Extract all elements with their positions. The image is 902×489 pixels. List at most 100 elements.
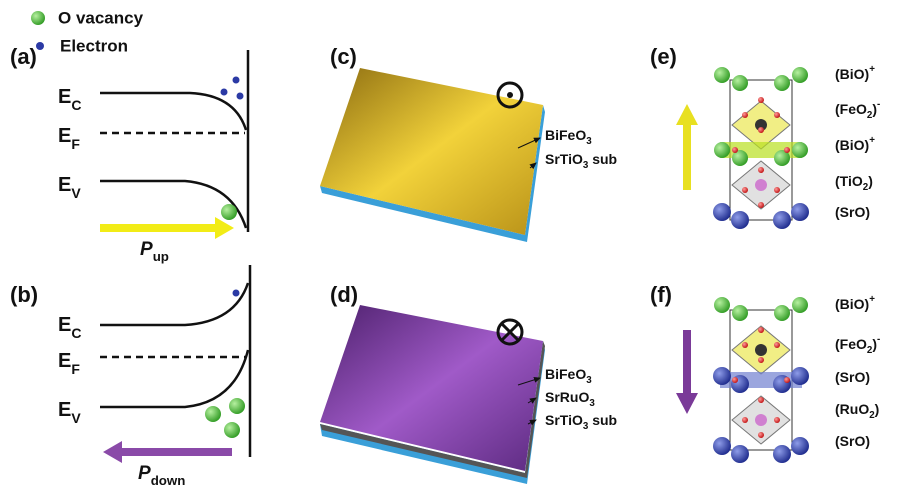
atom [713, 437, 731, 455]
panel-tag: (d) [330, 282, 358, 307]
label-part: E [58, 174, 71, 196]
layer-label: (SrO) [835, 369, 870, 385]
atom [755, 344, 767, 356]
atom [774, 342, 780, 348]
atom [758, 97, 764, 103]
label-part: E [58, 399, 71, 421]
atom [774, 187, 780, 193]
label-part: down [151, 473, 186, 488]
atom [774, 75, 790, 91]
atom [792, 142, 808, 158]
label-part: + [869, 135, 875, 146]
label-part: F [71, 136, 80, 152]
label-part: + [869, 294, 875, 305]
atom [758, 167, 764, 173]
label-part: C [71, 325, 81, 341]
energy-level-label: EC [58, 314, 81, 340]
energy-level-label: EV [58, 399, 81, 425]
label-part: + [869, 64, 875, 75]
energy-level-label: EV [58, 174, 81, 200]
vacancy [224, 422, 240, 438]
label-part: up [153, 249, 169, 264]
polarization-arrow [676, 330, 698, 414]
label-part: E [58, 86, 71, 108]
label-part: E [58, 350, 71, 372]
polarization-arrow [100, 217, 234, 239]
label-part: - [877, 334, 880, 345]
label-part: SrTiO [545, 412, 583, 428]
electron [221, 89, 228, 96]
atom [731, 445, 749, 463]
vacancy [205, 406, 221, 422]
label-part: ) [868, 173, 873, 189]
atom [758, 432, 764, 438]
vacancy-icon [31, 11, 45, 25]
up-symbol [507, 92, 513, 98]
figure: O vacancy Electron (a)(b)(c)(d)(e)(f)ECE… [0, 0, 902, 489]
label-part: BiFeO [545, 366, 586, 382]
label-part: ) [875, 401, 880, 417]
atom [774, 112, 780, 118]
atom [791, 437, 809, 455]
layer-label: BiFeO3 [545, 366, 592, 386]
panel-tag: (c) [330, 44, 357, 69]
label-part: (SrO) [835, 369, 870, 385]
label-part: (FeO [835, 101, 867, 117]
label-part: SrRuO [545, 389, 589, 405]
polarization-arrow [103, 441, 232, 463]
layer-label: (BiO)+ [835, 135, 875, 153]
atom [774, 417, 780, 423]
atom [773, 211, 791, 229]
label-part: (TiO [835, 173, 863, 189]
polarization-arrow [676, 104, 698, 190]
label-part: P [138, 463, 151, 484]
label-part: P [140, 239, 153, 260]
label-part: E [58, 314, 71, 336]
atom [774, 305, 790, 321]
label-part: (BiO) [835, 66, 869, 82]
label-part: (FeO [835, 336, 867, 352]
label-part: V [71, 185, 81, 201]
atom [714, 142, 730, 158]
atom [784, 377, 790, 383]
atom [758, 127, 764, 133]
layer-label: (BiO)+ [835, 294, 875, 312]
layer-label: (SrO) [835, 204, 870, 220]
energy-level-label: EC [58, 86, 81, 112]
atom [742, 417, 748, 423]
atom [732, 147, 738, 153]
label-part: 3 [586, 136, 592, 147]
label-part: - [877, 99, 880, 110]
layer-label: (FeO2)- [835, 99, 880, 121]
layer-label: (TiO2) [835, 173, 873, 193]
atom [732, 75, 748, 91]
label-part: sub [588, 412, 617, 428]
atom [758, 397, 764, 403]
atom [742, 342, 748, 348]
energy-level-label: EF [58, 350, 80, 376]
energy-level-label: EF [58, 125, 80, 151]
label-part: (BiO) [835, 137, 869, 153]
label-part: (SrO) [835, 433, 870, 449]
label-part: (SrO) [835, 204, 870, 220]
polarization-label: Pup [140, 239, 169, 264]
atom [758, 357, 764, 363]
atom [773, 445, 791, 463]
electron [233, 290, 240, 297]
label-part: (RuO [835, 401, 869, 417]
atom [713, 367, 731, 385]
atom [784, 147, 790, 153]
layer-label: (SrO) [835, 433, 870, 449]
label-part: V [71, 410, 81, 426]
atom [755, 179, 767, 191]
label-part: 3 [589, 398, 595, 409]
panel-tag: (f) [650, 282, 672, 307]
label-part: (BiO) [835, 296, 869, 312]
panel-tag: (b) [10, 282, 38, 307]
layer-label: (BiO)+ [835, 64, 875, 82]
atom [714, 297, 730, 313]
layer-label: SrTiO3 sub [545, 412, 617, 432]
layer-label: BiFeO3 [545, 127, 592, 147]
atom [792, 67, 808, 83]
electron [233, 77, 240, 84]
